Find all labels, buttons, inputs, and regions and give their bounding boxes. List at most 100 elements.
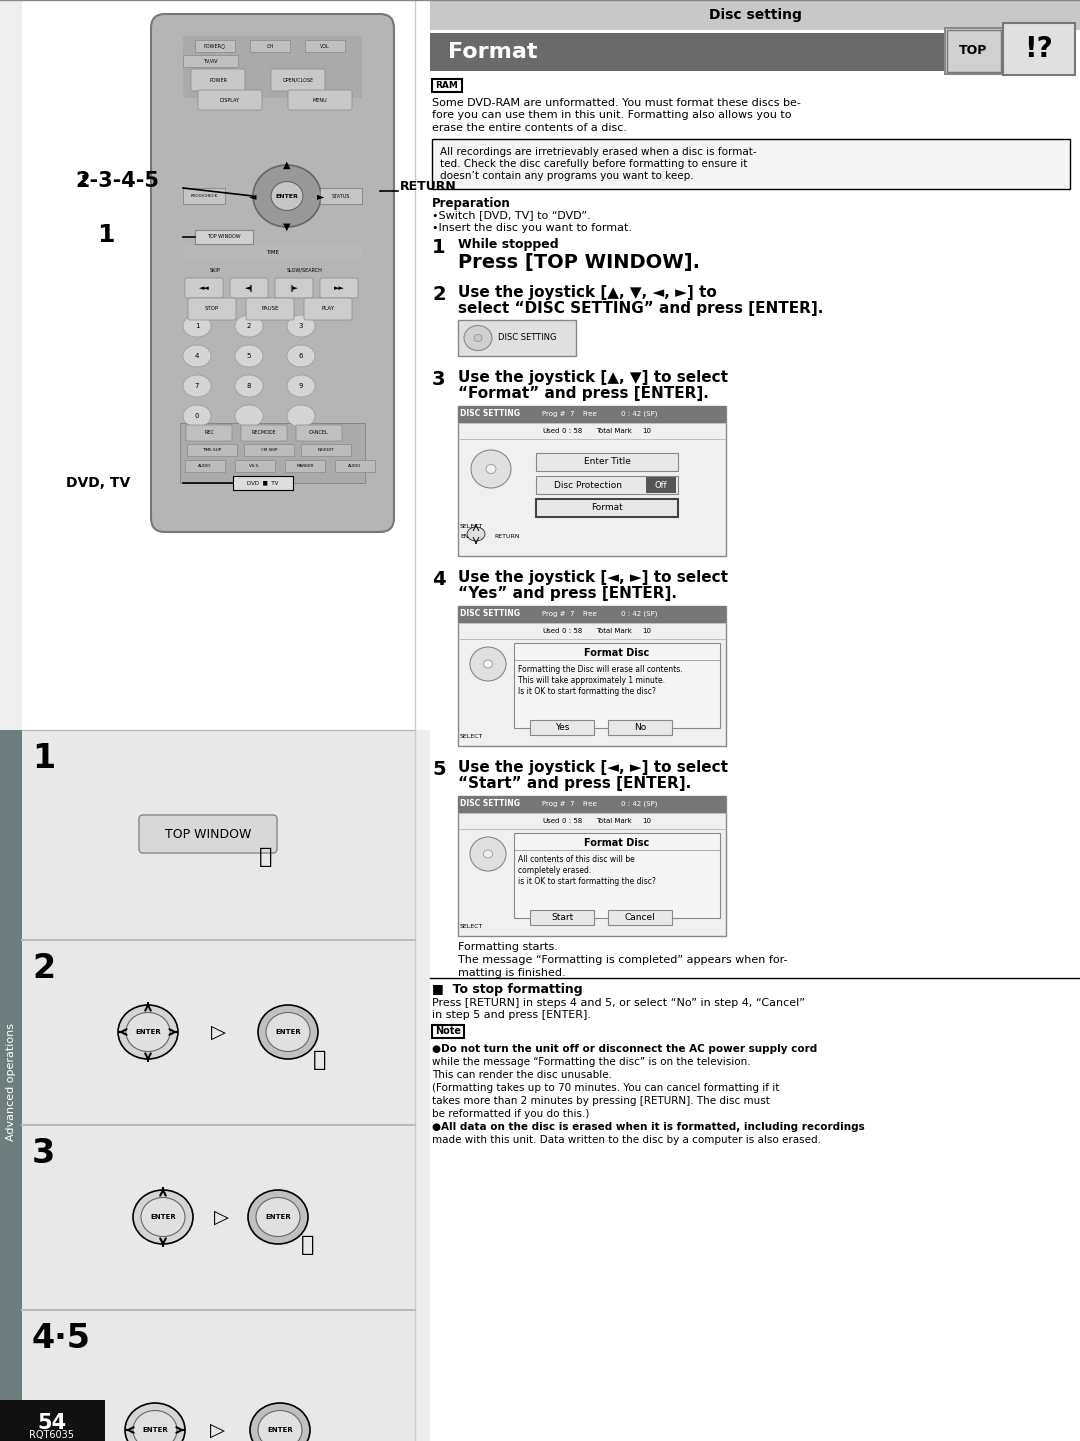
Text: 4: 4	[432, 571, 446, 589]
Text: ENTER: ENTER	[460, 535, 481, 539]
FancyBboxPatch shape	[198, 89, 262, 110]
FancyBboxPatch shape	[186, 425, 232, 441]
Text: 6: 6	[299, 353, 303, 359]
Bar	[646, 477, 676, 493]
Text: All recordings are irretrievably erased when a disc is format-: All recordings are irretrievably erased …	[440, 147, 757, 157]
Text: TV: TV	[266, 42, 279, 50]
Text: SELECT: SELECT	[460, 525, 484, 529]
Ellipse shape	[253, 166, 321, 228]
Ellipse shape	[471, 450, 511, 488]
Text: 0 : 42 (SP): 0 : 42 (SP)	[621, 611, 658, 617]
Bar	[22, 1125, 415, 1310]
Bar	[458, 607, 726, 623]
Text: 7: 7	[569, 801, 573, 807]
Text: PROG/CHECK: PROG/CHECK	[190, 195, 218, 197]
Text: ▼: ▼	[283, 222, 291, 232]
Text: RETURN: RETURN	[400, 180, 457, 193]
Bar	[0, 731, 22, 1429]
FancyBboxPatch shape	[288, 89, 352, 110]
Ellipse shape	[486, 464, 496, 474]
Text: takes more than 2 minutes by pressing [RETURN]. The disc must: takes more than 2 minutes by pressing [R…	[432, 1097, 770, 1107]
FancyBboxPatch shape	[185, 278, 222, 298]
Bar	[185, 460, 225, 473]
Text: 2: 2	[32, 953, 55, 986]
Text: TOP WINDOW: TOP WINDOW	[207, 235, 241, 239]
Text: V.S.S.: V.S.S.	[249, 464, 260, 468]
Ellipse shape	[470, 837, 507, 870]
Text: CH: CH	[267, 43, 273, 49]
Bar	[235, 460, 275, 473]
FancyBboxPatch shape	[246, 298, 294, 320]
Text: ENTER: ENTER	[143, 1427, 167, 1432]
Text: ▷: ▷	[214, 1208, 229, 1226]
Text: 7: 7	[194, 383, 199, 389]
Text: Preparation: Preparation	[432, 197, 511, 210]
Text: 2: 2	[432, 285, 446, 304]
Text: STOP: STOP	[205, 307, 219, 311]
Bar	[430, 0, 1080, 30]
Bar	[432, 1025, 464, 1038]
Text: 0 : 42 (SP): 0 : 42 (SP)	[621, 801, 658, 807]
Text: No: No	[634, 722, 646, 732]
Text: DISC SETTING: DISC SETTING	[460, 800, 519, 808]
Text: Total Mark: Total Mark	[596, 628, 632, 634]
Text: Free: Free	[582, 611, 597, 617]
Text: REC: REC	[204, 431, 214, 435]
Text: 🖱: 🖱	[259, 847, 272, 867]
Text: Format Disc: Format Disc	[584, 839, 650, 847]
Text: “Format” and press [ENTER].: “Format” and press [ENTER].	[458, 386, 708, 401]
Text: Prog #: Prog #	[542, 801, 566, 807]
Text: POWER: POWER	[210, 78, 227, 82]
Text: 7: 7	[569, 611, 573, 617]
Bar	[430, 0, 1080, 1441]
Text: Use the joystick [◄, ►] to select: Use the joystick [◄, ►] to select	[458, 759, 728, 775]
Text: AUDIO: AUDIO	[199, 464, 212, 468]
Ellipse shape	[287, 316, 315, 337]
Text: 10: 10	[642, 628, 651, 634]
Text: 5: 5	[432, 759, 446, 780]
Text: 0 : 42 (SP): 0 : 42 (SP)	[621, 411, 658, 418]
Text: 3: 3	[299, 323, 303, 329]
Text: Some DVD-RAM are unformatted. You must format these discs be-: Some DVD-RAM are unformatted. You must f…	[432, 98, 801, 108]
Text: 7: 7	[569, 411, 573, 416]
Text: (Formatting takes up to 70 minutes. You can cancel formatting if it: (Formatting takes up to 70 minutes. You …	[432, 1084, 780, 1094]
Bar	[458, 795, 726, 813]
Text: ■  To stop formatting: ■ To stop formatting	[432, 983, 582, 996]
Ellipse shape	[271, 182, 303, 210]
Bar	[608, 720, 672, 735]
Text: Use the joystick [▲, ▼, ◄, ►] to: Use the joystick [▲, ▼, ◄, ►] to	[458, 285, 717, 300]
Bar	[947, 30, 1001, 72]
Ellipse shape	[249, 1404, 310, 1441]
Text: STATUS: STATUS	[332, 193, 350, 199]
Bar	[183, 246, 362, 259]
Bar	[22, 1310, 415, 1441]
FancyBboxPatch shape	[151, 14, 394, 532]
Bar	[536, 476, 678, 494]
Ellipse shape	[183, 405, 211, 427]
Bar	[22, 0, 430, 731]
Bar	[187, 444, 237, 455]
Bar	[458, 406, 726, 556]
Text: DISC SETTING: DISC SETTING	[460, 610, 519, 618]
Text: TV/AV: TV/AV	[203, 59, 217, 63]
Text: select “DISC SETTING” and press [ENTER].: select “DISC SETTING” and press [ENTER].	[458, 301, 823, 316]
Text: ENTER: ENTER	[275, 1029, 301, 1035]
Text: Free: Free	[582, 801, 597, 807]
Bar	[530, 720, 594, 735]
Ellipse shape	[141, 1197, 185, 1236]
Text: TOP WINDOW: TOP WINDOW	[165, 829, 252, 842]
Ellipse shape	[258, 1004, 318, 1059]
Text: :: :	[80, 171, 96, 192]
Text: MARKER: MARKER	[296, 464, 313, 468]
Text: RETURN: RETURN	[494, 535, 519, 539]
Text: Total Mark: Total Mark	[596, 818, 632, 824]
Text: Format Disc: Format Disc	[584, 648, 650, 659]
Text: •Switch [DVD, TV] to “DVD”.: •Switch [DVD, TV] to “DVD”.	[432, 210, 591, 220]
Bar	[22, 731, 415, 1441]
Text: 🖱: 🖱	[313, 1050, 326, 1071]
Bar	[183, 55, 238, 66]
Text: 1: 1	[194, 323, 199, 329]
Bar	[458, 607, 726, 746]
Text: erase the entire contents of a disc.: erase the entire contents of a disc.	[432, 122, 627, 133]
Text: 3: 3	[32, 1137, 55, 1170]
